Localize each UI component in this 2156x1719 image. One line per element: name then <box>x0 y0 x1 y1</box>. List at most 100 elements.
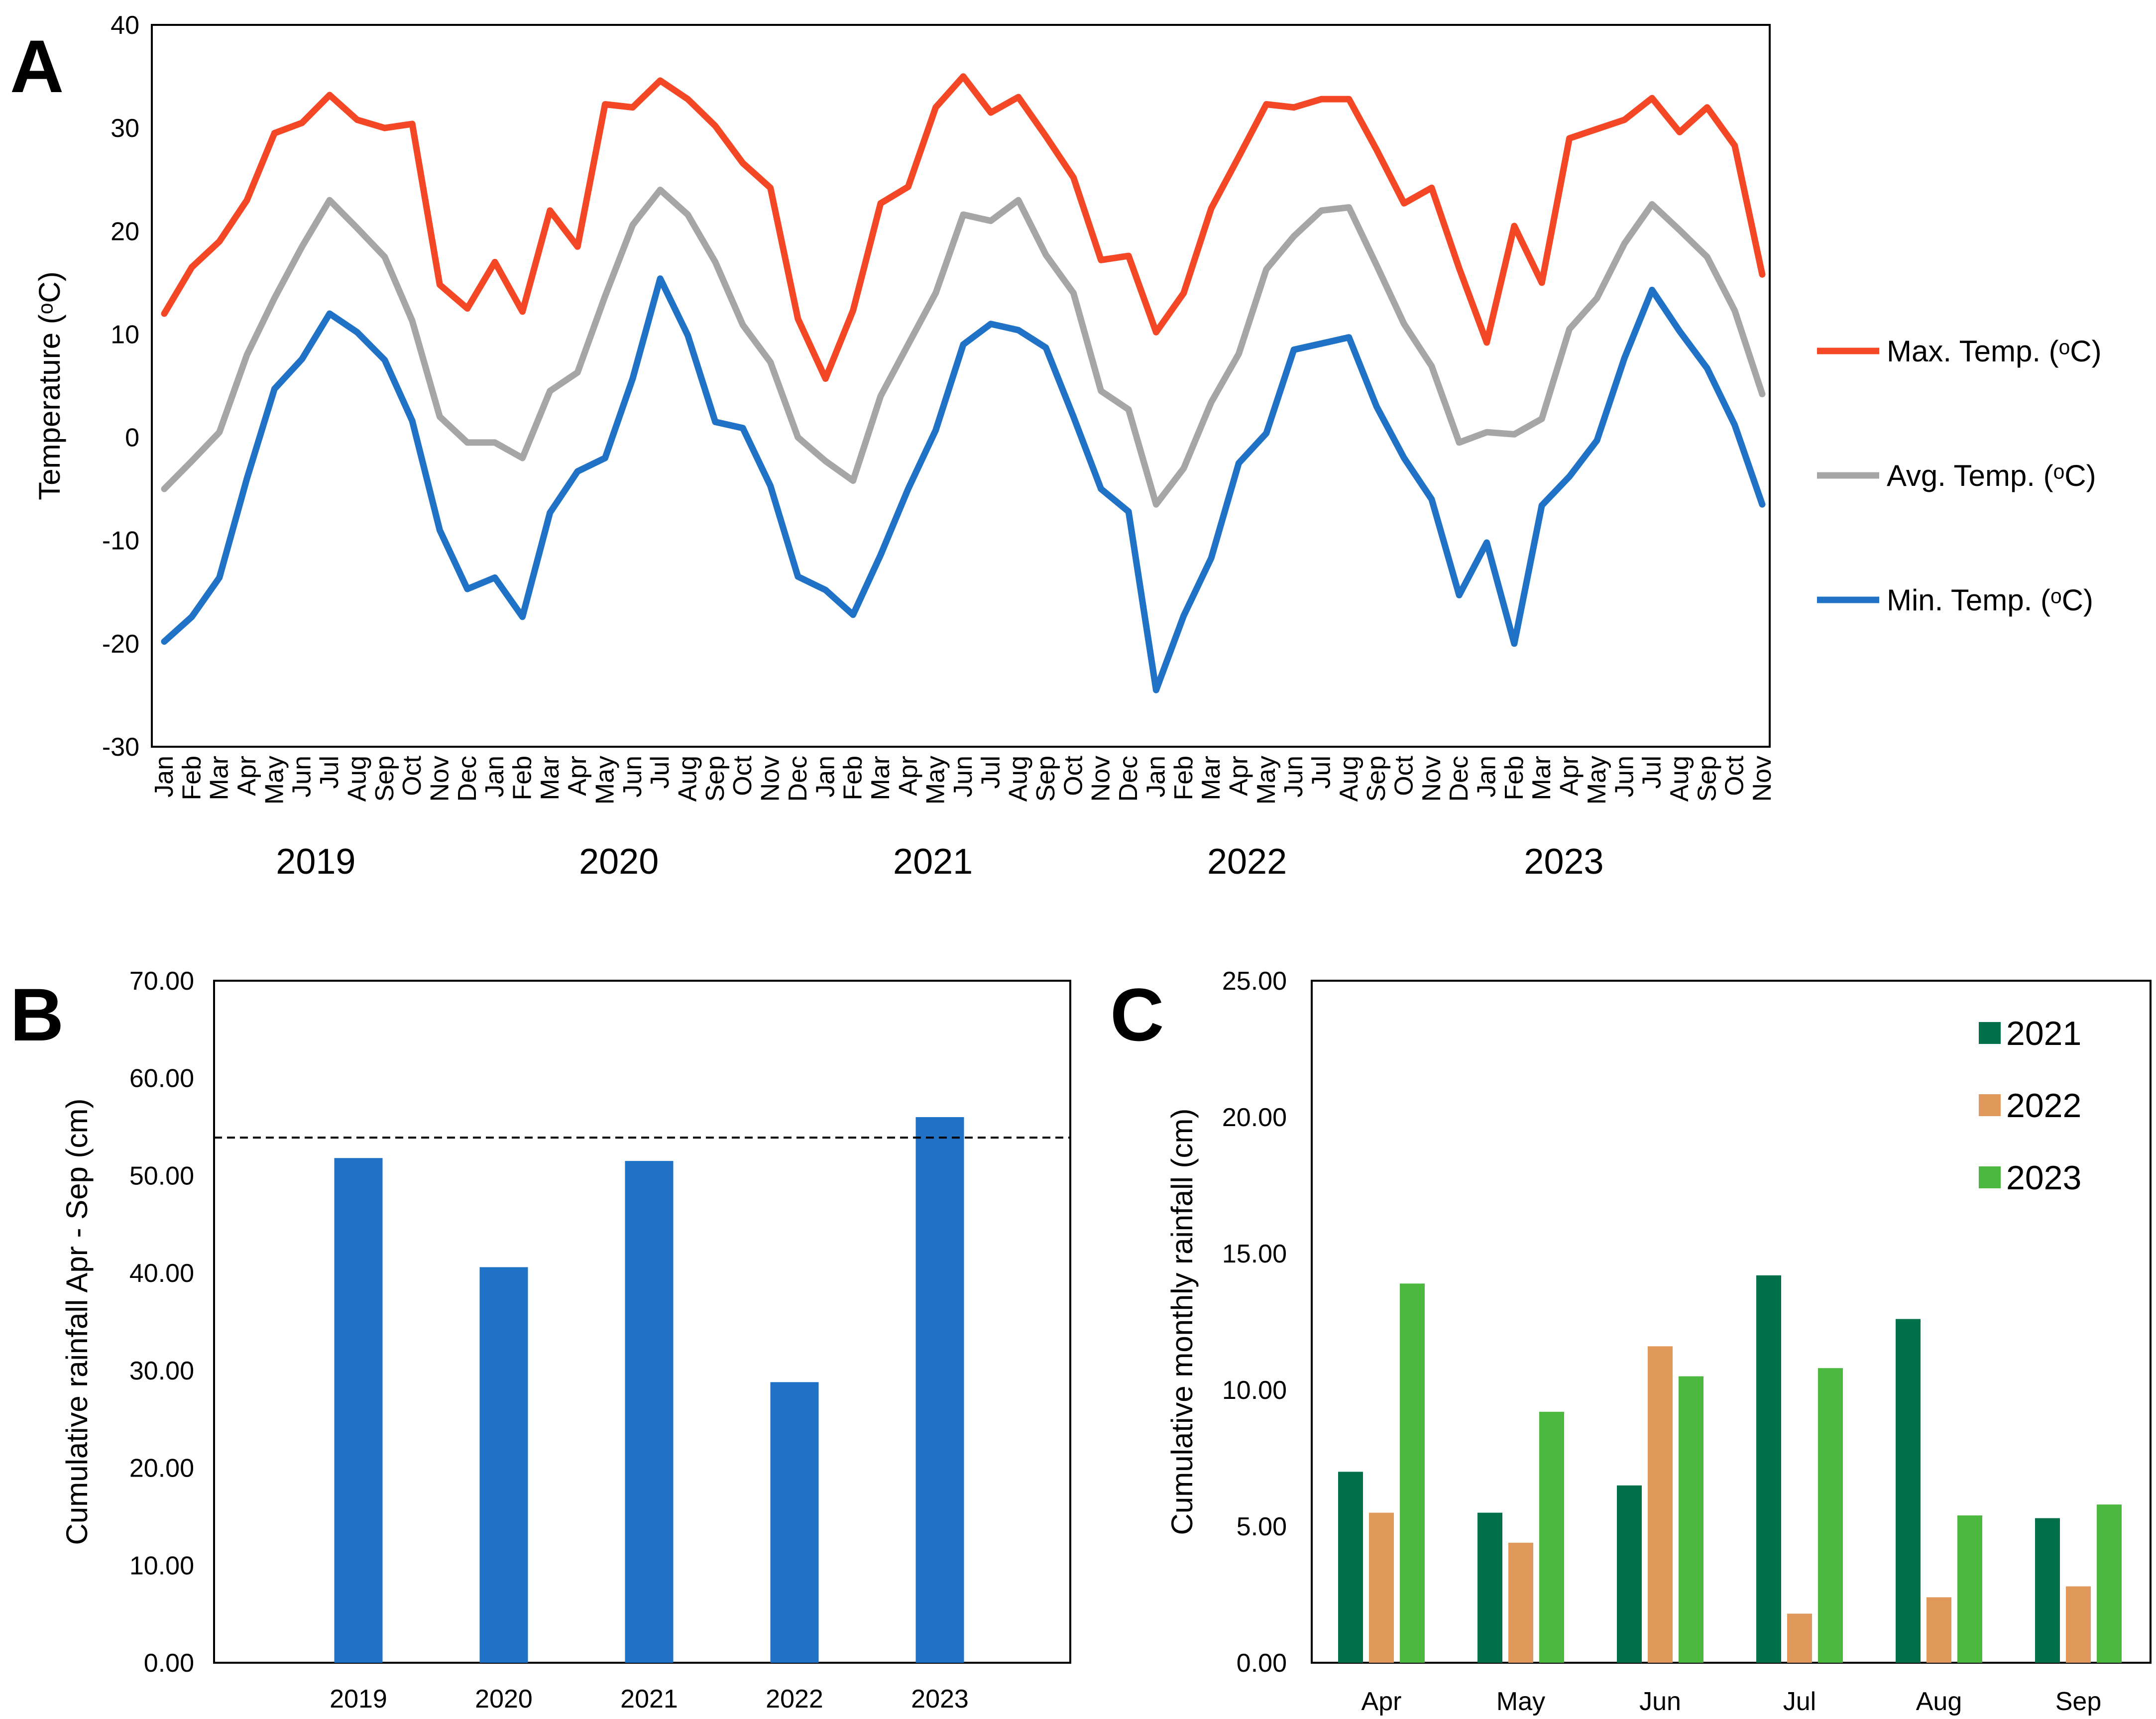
panel-a-x-tick-label: Jun <box>949 756 978 798</box>
panel-a-x-tick-label: Sep <box>1031 756 1060 802</box>
panel-a-y-tick-label: 40 <box>111 11 139 40</box>
panel-c-x-tick-label: Aug <box>1916 1687 1962 1716</box>
panel-a-x-tick-label: Dec <box>784 756 812 802</box>
panel-a-series-line <box>161 73 1766 382</box>
panel-a-x-tick-label: Oct <box>728 755 757 796</box>
panel-c-y-tick-label: 25.00 <box>1222 967 1287 996</box>
panel-c-y-axis-title: Cumulative monthly rainfall (cm) <box>1165 1109 1199 1535</box>
panel-c-legend-swatch <box>1979 1022 2001 1044</box>
panel-a-x-ticks: JanFebMarAprMayJunJulAugSepOctNovDecJanF… <box>150 755 1777 804</box>
panel-c-x-tick-label: Apr <box>1362 1687 1402 1716</box>
panel-a-y-tick-label: 10 <box>111 320 139 349</box>
panel-a-x-tick-label: Mar <box>866 756 895 801</box>
panel-a-x-tick-label: Apr <box>894 756 922 796</box>
panel-a-y-tick-label: 30 <box>111 114 139 143</box>
panel-a-x-tick-label: May <box>1583 756 1611 804</box>
panel-c-bar <box>1400 1283 1425 1663</box>
panel-b-bars <box>214 1117 1070 1663</box>
panel-a-x-tick-label: Apr <box>1555 756 1584 796</box>
panel-a-x-tick-label: Nov <box>1748 756 1777 802</box>
panel-c-legend-label: 2021 <box>2006 1015 2081 1052</box>
panel-a-y-tick-label: -10 <box>102 527 139 556</box>
panel-b-y-tick-label: 0.00 <box>144 1649 194 1678</box>
panel-a-x-tick-label: Sep <box>701 756 730 802</box>
panel-a-series-lines <box>161 73 1766 693</box>
panel-c-bar <box>1896 1319 1921 1663</box>
panel-c-plot-area <box>1311 980 2152 1664</box>
panel-c-bar <box>1338 1472 1363 1663</box>
panel-b-y-axis-title: Cumulative rainfall Apr - Sep (cm) <box>60 1099 94 1545</box>
panel-c-bar <box>2035 1518 2060 1663</box>
panel-b-x-ticks: 2019 2020 2021 2022 2023 <box>330 1685 969 1714</box>
panel-c-legend-label: 2022 <box>2006 1087 2081 1125</box>
panel-c-bar <box>1508 1542 1533 1663</box>
panel-label-a: A <box>10 24 64 108</box>
panel-c-x-tick-label: Jul <box>1783 1687 1816 1716</box>
panel-a-x-tick-label: Feb <box>839 756 868 801</box>
panel-a-x-tick-label: May <box>260 756 289 804</box>
panel-a-x-tick-label: Jan <box>480 756 509 798</box>
panel-label-c: C <box>1110 973 1164 1056</box>
panel-a-x-tick-label: Mar <box>205 756 234 801</box>
panel-a-x-tick-label: Feb <box>508 756 537 801</box>
panel-a-x-tick-label: Oct <box>1390 755 1419 796</box>
panel-b-y-tick-label: 30.00 <box>129 1357 194 1385</box>
panel-c-bar <box>1957 1515 1982 1663</box>
panel-a-x-tick-label: Dec <box>453 756 482 802</box>
panel-a-x-tick-label: Jan <box>1473 756 1501 798</box>
panel-c-bar <box>2097 1504 2122 1663</box>
panel-c-bar <box>1756 1275 1781 1663</box>
panel-a-x-tick-label: Oct <box>1059 755 1088 796</box>
panel-c-x-tick-label: May <box>1496 1687 1545 1716</box>
panel-b-bar <box>770 1382 819 1663</box>
panel-a-x-tick-label: Feb <box>177 756 206 801</box>
panel-a-x-tick-label: Aug <box>1335 756 1363 802</box>
panel-c-bar <box>1818 1368 1843 1663</box>
panel-c-bar <box>1369 1512 1394 1663</box>
panel-b-x-tick-label: 2021 <box>620 1685 678 1714</box>
panel-a-x-tick-label: Mar <box>1197 756 1226 801</box>
panel-a-y-tick-label: 0 <box>125 424 139 453</box>
panel-b-y-tick-label: 10.00 <box>129 1551 194 1580</box>
panel-a-legend-label: Max. Temp. (ᵒC) <box>1887 335 2102 368</box>
panel-a-x-tick-label: Sep <box>1693 756 1721 802</box>
panel-a-x-tick-label: Dec <box>1445 756 1474 802</box>
panel-a-x-tick-label: Aug <box>1665 756 1694 802</box>
panel-a-x-tick-label: Sep <box>1362 756 1391 802</box>
panel-a-x-tick-label: Jul <box>976 756 1005 789</box>
panel-c-bar <box>1927 1597 1951 1663</box>
panel-b-y-tick-label: 60.00 <box>129 1064 194 1093</box>
panel-a-x-tick-label: Sep <box>370 756 399 802</box>
panel-a-y-axis-title: Temperature (ᵒC) <box>33 271 66 500</box>
panel-c-bars <box>1338 1275 2122 1663</box>
panel-a-x-tick-label: Feb <box>1169 756 1198 801</box>
panel-c-bar <box>1787 1613 1812 1663</box>
panel-a-year-labels: 2019 2020 2021 2022 2023 <box>276 842 1603 882</box>
panel-b-y-tick-label: 40.00 <box>129 1259 194 1288</box>
panel-a-x-tick-label: Mar <box>536 756 565 801</box>
panel-a-x-tick-label: Nov <box>1087 756 1116 802</box>
panel-c-legend-swatch <box>1979 1094 2001 1116</box>
panel-a-x-tick-label: May <box>921 756 950 804</box>
panel-b-bar <box>479 1267 528 1663</box>
panel-b-x-tick-label: 2019 <box>330 1685 387 1714</box>
panel-c-bar <box>2066 1586 2091 1663</box>
panel-b-y-tick-label: 50.00 <box>129 1161 194 1190</box>
panel-c-legend: 2021 2022 2023 <box>1979 1015 2081 1197</box>
panel-a-x-tick-label: Jul <box>1307 756 1336 789</box>
panel-a-x-tick-label: Jan <box>811 756 840 798</box>
panel-b-bar <box>625 1161 674 1663</box>
panel-a-x-tick-label: Jul <box>1638 756 1667 789</box>
panel-a-x-tick-label: Feb <box>1500 756 1529 801</box>
panel-a-x-tick-label: Apr <box>232 756 261 796</box>
panel-b-x-tick-label: 2020 <box>475 1685 533 1714</box>
panel-a-series-line <box>161 186 1766 508</box>
panel-b-bar <box>915 1117 964 1663</box>
panel-a-x-tick-label: Apr <box>563 756 592 796</box>
panel-a-x-tick-label: Nov <box>756 756 785 802</box>
panel-a-y-tick-label: -20 <box>102 630 139 659</box>
panel-c-y-tick-label: 10.00 <box>1222 1376 1287 1405</box>
panel-label-b: B <box>10 973 64 1056</box>
